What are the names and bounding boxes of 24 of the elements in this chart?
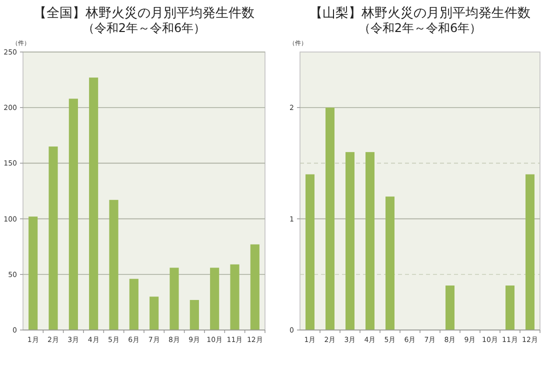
bar — [68, 98, 78, 330]
bar — [190, 300, 199, 330]
bar — [129, 278, 138, 330]
chart-title: 【山梨】林野火災の月別平均発生件数 — [310, 6, 530, 21]
bar — [250, 244, 260, 330]
chart-subtitle: （令和2年～令和6年） — [82, 21, 206, 35]
chart-subtitle: （令和2年～令和6年） — [358, 21, 482, 35]
bar — [366, 152, 374, 330]
bar — [48, 146, 58, 330]
bar — [346, 152, 354, 330]
bar — [150, 296, 159, 330]
bar — [446, 286, 454, 330]
bar — [28, 216, 38, 330]
bar — [386, 196, 394, 330]
bar — [326, 108, 334, 330]
bar — [89, 78, 98, 330]
bar — [526, 174, 534, 330]
chart-title: 【全国】林野火災の月別平均発生件数 — [34, 6, 254, 21]
bar — [306, 174, 314, 330]
bar — [230, 264, 240, 330]
bar — [506, 286, 514, 330]
bar — [170, 268, 179, 330]
bar — [210, 268, 220, 330]
bar — [109, 200, 118, 330]
